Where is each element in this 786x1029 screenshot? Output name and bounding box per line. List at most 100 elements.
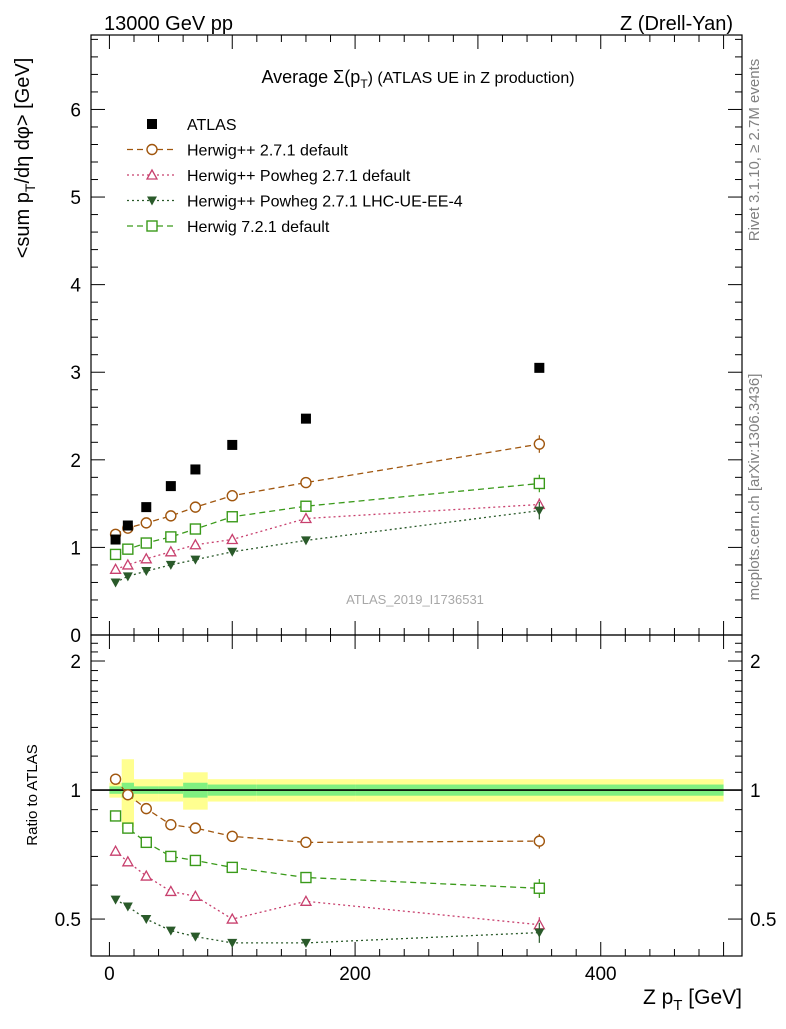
main-series-powheg [109, 498, 546, 574]
ratio-point-herwig721 [189, 854, 202, 867]
ratio-ytick-label: 2 [70, 652, 81, 673]
main-ytick-label: 0 [70, 626, 81, 647]
main-point-atlas [110, 534, 121, 545]
main-point-powheg [109, 562, 122, 574]
ratio-axis-ticks: 0.5 0.5 1 1 2 2 0 200 400 [55, 635, 776, 985]
main-title: Average Σ(pT) (ATLAS UE in Z production) [261, 67, 574, 91]
ratio-point-powheg_ue [141, 915, 152, 925]
ratio-ytick-label-right: 0.5 [750, 910, 776, 931]
ratio-point-powheg [109, 844, 122, 856]
header-left: 13000 GeV pp [104, 13, 233, 35]
main-point-powheg [299, 512, 313, 524]
main-point-herwig721 [533, 477, 546, 490]
ratio-series-powheg_ue [110, 895, 545, 948]
main-y-axis-label: <sum pT/dη dφ> [GeV] [12, 58, 38, 259]
main-line-powheg [115, 503, 540, 570]
ratio-point-powheg [164, 885, 177, 897]
main-point-herwig271 [189, 501, 202, 513]
legend-entry-powheg_ue: Herwig++ Powheg 2.7.1 LHC-UE-EE-4 [127, 194, 463, 211]
ratio-point-herwig271 [189, 822, 202, 834]
main-point-herwig271 [226, 490, 238, 502]
ratio-point-herwig271 [122, 789, 134, 801]
legend: ATLAS Herwig++ 2.7.1 default Herwig++ Powh… [127, 117, 463, 236]
ratio-point-powheg_ue [165, 926, 176, 936]
ratio-point-herwig271 [226, 830, 238, 842]
ratio-y-axis-label: Ratio to ATLAS [24, 744, 41, 845]
main-point-powheg_ue [110, 578, 121, 588]
main-series-powheg_ue [110, 501, 545, 588]
main-ytick-label: 2 [70, 451, 81, 472]
ratio-point-herwig271 [165, 819, 177, 831]
main-point-powheg [121, 558, 134, 570]
main-ytick-label: 4 [70, 276, 81, 297]
ratio-point-powheg [299, 894, 313, 906]
main-point-herwig271 [165, 510, 177, 522]
ratio-plot-frame [90, 634, 743, 957]
main-line-herwig721 [115, 482, 540, 555]
ratio-point-herwig271 [109, 773, 122, 785]
main-series-herwig271 [109, 435, 546, 540]
xtick-label: 200 [339, 964, 371, 985]
legend-entry-herwig271: Herwig++ 2.7.1 default [127, 143, 349, 160]
ratio-point-powheg [189, 889, 202, 901]
main-axis-ticks: 0 1 2 3 4 5 6 [70, 35, 742, 647]
ratio-point-powheg [226, 912, 239, 924]
ratio-point-herwig721 [300, 871, 312, 884]
main-point-atlas [190, 464, 201, 475]
ratio-data-layer [109, 773, 546, 948]
main-panel: 0 1 2 3 4 5 6 Average Σ(pT) (ATLAS UE in Z pro… [12, 34, 743, 647]
ratio-panel: 0.5 0.5 1 1 2 2 0 200 400 Ratio to ATLAS Z pT [G… [24, 634, 776, 1014]
main-point-atlas [165, 481, 176, 492]
ratio-point-powheg_ue [227, 938, 238, 948]
main-data-layer [109, 362, 546, 588]
main-point-herwig721 [109, 548, 122, 561]
main-point-powheg [140, 552, 153, 564]
legend-label-herwig721: Herwig 7.2.1 default [187, 219, 330, 236]
main-point-powheg [226, 533, 239, 545]
ratio-series-powheg [109, 844, 546, 933]
ratio-point-powheg [140, 869, 153, 881]
xtick-label: 0 [104, 964, 115, 985]
ratio-point-powheg_ue [300, 938, 311, 948]
main-point-herwig721 [140, 537, 152, 549]
ratio-point-powheg_ue [534, 928, 545, 938]
ratio-point-powheg [121, 855, 134, 867]
ratio-point-herwig721 [165, 850, 177, 863]
legend-marker-powheg [145, 168, 159, 180]
main-point-atlas [122, 520, 133, 531]
main-point-powheg_ue [227, 547, 238, 557]
ratio-ytick-label-right: 1 [750, 781, 761, 802]
ratio-point-herwig271 [140, 802, 152, 815]
legend-label-powheg_ue: Herwig++ Powheg 2.7.1 LHC-UE-EE-4 [187, 194, 463, 211]
legend-entry-atlas: ATLAS [147, 117, 237, 134]
main-point-powheg_ue [165, 560, 176, 570]
main-point-herwig721 [226, 511, 238, 523]
mcplots-label: mcplots.cern.ch [arXiv:1306.3436] [746, 374, 763, 601]
ratio-point-herwig721 [122, 822, 134, 834]
main-point-powheg [189, 538, 202, 550]
main-point-atlas [300, 413, 311, 424]
legend-label-atlas: ATLAS [187, 117, 237, 134]
rivet-label: Rivet 3.1.10, ≥ 2.7M events [746, 59, 763, 242]
watermark-label: ATLAS_2019_I1736531 [346, 592, 484, 607]
main-point-powheg_ue [122, 572, 133, 582]
ratio-ytick-label: 1 [70, 781, 81, 802]
main-point-powheg [164, 545, 177, 557]
header-right: Z (Drell-Yan) [620, 13, 733, 35]
legend-marker-herwig721 [146, 220, 158, 232]
main-ytick-label: 1 [70, 538, 81, 559]
main-point-herwig271 [533, 438, 546, 450]
legend-label-herwig271: Herwig++ 2.7.1 default [187, 143, 349, 160]
legend-label-powheg: Herwig++ Powheg 2.7.1 default [187, 168, 411, 185]
main-ytick-label: 5 [70, 188, 81, 209]
legend-entry-herwig721: Herwig 7.2.1 default [127, 219, 330, 236]
main-point-powheg_ue [300, 536, 311, 546]
legend-marker-powheg_ue [147, 196, 157, 206]
ratio-line-powheg_ue [115, 899, 540, 944]
main-point-herwig721 [189, 523, 202, 535]
ratio-ytick-label: 0.5 [55, 910, 81, 931]
x-axis-label: Z pT [GeV] [643, 986, 742, 1014]
main-series-herwig721 [109, 474, 546, 561]
